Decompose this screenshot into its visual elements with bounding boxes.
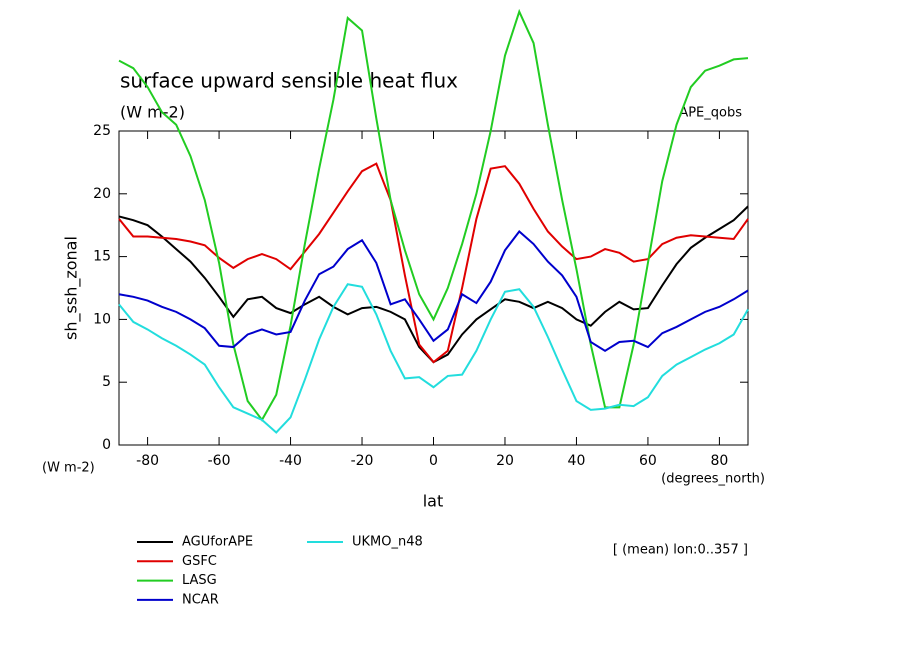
y-axis-units: (W m-2) xyxy=(42,461,95,476)
legend-label: NCAR xyxy=(182,592,219,607)
x-tick-label: -20 xyxy=(351,453,374,469)
y-tick-label: 10 xyxy=(93,311,111,327)
x-axis-units: (degrees_north) xyxy=(661,472,765,487)
x-axis-label: lat xyxy=(423,492,444,511)
x-tick-label: -80 xyxy=(136,453,159,469)
y-tick-label: 5 xyxy=(102,374,111,390)
x-tick-label: 60 xyxy=(639,453,657,469)
y-tick-label: 20 xyxy=(93,186,111,202)
annotation: [ (mean) lon:0..357 ] xyxy=(613,543,748,558)
legend-label: AGUforAPE xyxy=(182,535,253,550)
x-tick-label: -40 xyxy=(279,453,302,469)
x-tick-label: -60 xyxy=(208,453,231,469)
chart-subtitle: (W m-2) xyxy=(120,103,185,122)
x-tick-label: 20 xyxy=(496,453,514,469)
legend-label: LASG xyxy=(182,573,217,588)
y-tick-label: 25 xyxy=(93,123,111,139)
chart-title: surface upward sensible heat flux xyxy=(120,69,458,93)
data-line xyxy=(118,162,749,364)
data-line xyxy=(118,230,749,352)
x-tick-label: 40 xyxy=(568,453,586,469)
legend-label: UKMO_n48 xyxy=(352,535,423,550)
x-tick-label: 80 xyxy=(710,453,728,469)
y-tick-label: 15 xyxy=(93,249,111,265)
x-tick-label: 0 xyxy=(429,453,438,469)
y-tick-label: 0 xyxy=(102,437,111,453)
data-line xyxy=(118,8,749,422)
annotation: APE_qobs xyxy=(679,106,742,121)
y-axis-label: sh_ssh_zonal xyxy=(62,236,82,340)
legend-label: GSFC xyxy=(182,554,217,569)
data-line xyxy=(118,283,749,434)
